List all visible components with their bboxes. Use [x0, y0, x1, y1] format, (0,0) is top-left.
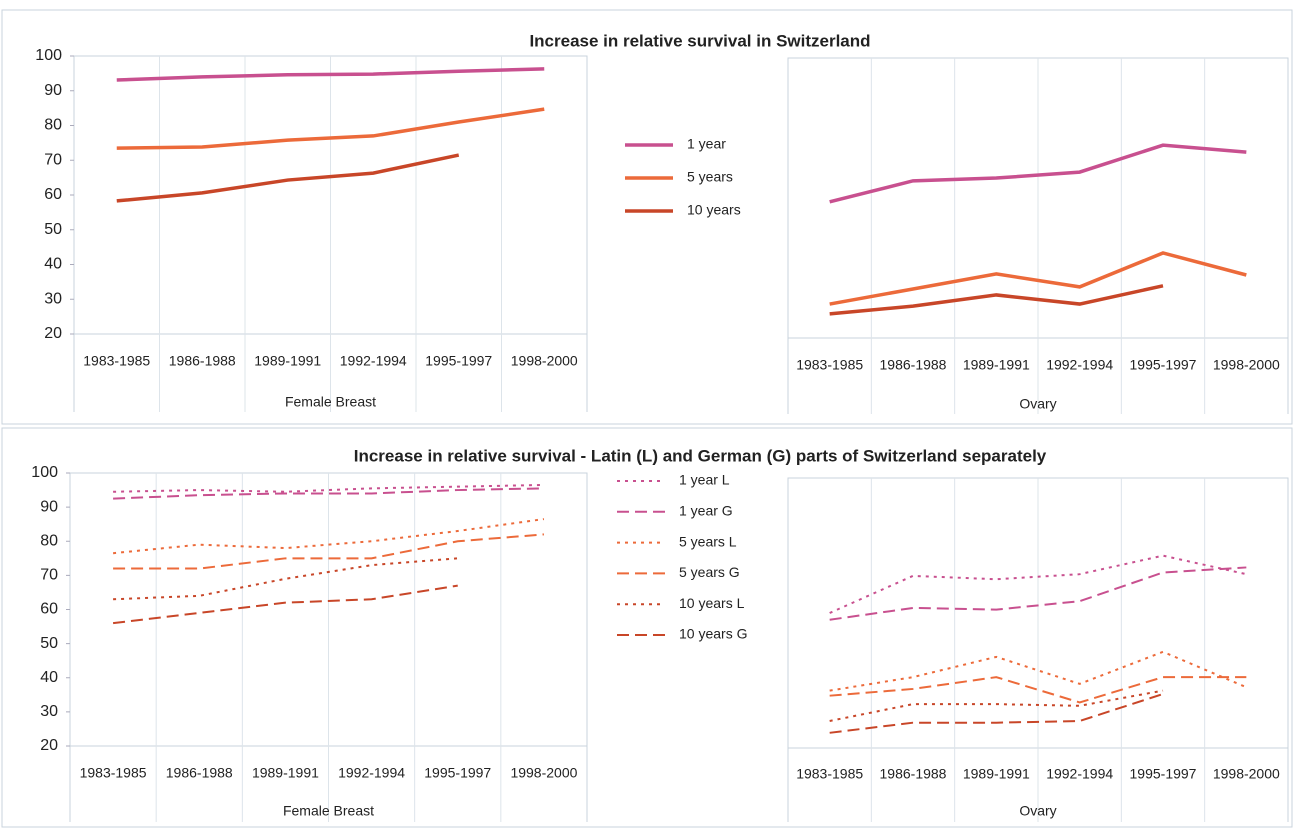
series-line: [112, 584, 458, 625]
x-tick-label: 1995-1997: [424, 765, 491, 781]
legend-label: 1 year L: [679, 472, 730, 488]
series-line: [829, 554, 1247, 614]
x-tick-label: 1983-1985: [796, 357, 863, 373]
x-tick-label: 1992-1994: [1046, 766, 1113, 782]
x-tick-label: 1992-1994: [1046, 357, 1113, 373]
series-line: [829, 689, 1164, 722]
chart-title: Increase in relative survival - Latin (L…: [354, 446, 1047, 465]
x-tick-label: 1986-1988: [880, 766, 947, 782]
y-tick-label: 30: [40, 703, 58, 720]
legend-label: 5 years: [687, 169, 733, 185]
series-line: [113, 533, 544, 570]
y-tick-label: 20: [44, 325, 62, 342]
y-tick-label: 80: [40, 532, 58, 549]
series-line: [829, 650, 1247, 692]
series-line: [829, 251, 1247, 306]
x-tick-label: 1986-1988: [169, 353, 236, 369]
x-tick-label: 1995-1997: [1130, 766, 1197, 782]
y-tick-label: 100: [31, 464, 58, 481]
y-tick-label: 80: [44, 117, 62, 134]
x-tick-label: 1989-1991: [252, 765, 319, 781]
y-tick-label: 70: [40, 567, 58, 584]
y-tick-label: 60: [40, 601, 58, 618]
y-tick-label: 20: [40, 737, 58, 754]
x-tick-label: 1989-1991: [254, 353, 321, 369]
y-tick-label: 90: [44, 82, 62, 99]
legend-label: 10 years G: [679, 626, 747, 642]
legend-label: 10 years L: [679, 595, 745, 611]
x-tick-label: 1992-1994: [340, 353, 407, 369]
y-tick-label: 90: [40, 498, 58, 515]
series-line: [116, 107, 545, 150]
x-tick-label: 1989-1991: [963, 766, 1030, 782]
x-axis-label: Ovary: [1019, 803, 1056, 819]
legend-label: 5 years L: [679, 533, 737, 549]
x-tick-label: 1983-1985: [80, 765, 147, 781]
chart-title: Increase in relative survival in Switzer…: [529, 31, 870, 50]
x-tick-label: 1983-1985: [796, 766, 863, 782]
series-line: [829, 284, 1164, 316]
x-tick-label: 1995-1997: [1130, 357, 1197, 373]
series-line: [116, 153, 460, 203]
panel-frame: [1, 427, 1293, 828]
x-tick-label: 1998-2000: [1213, 357, 1280, 373]
y-tick-label: 40: [40, 669, 58, 686]
x-tick-label: 1986-1988: [166, 765, 233, 781]
y-tick-label: 60: [44, 186, 62, 203]
series-line: [116, 67, 545, 82]
legend-label: 1 year G: [679, 503, 733, 519]
panel-frame: [1, 9, 1293, 425]
series-line: [829, 143, 1247, 204]
x-tick-label: 1983-1985: [83, 353, 150, 369]
x-axis-label: Ovary: [1019, 396, 1056, 412]
legend-label: 1 year: [687, 136, 726, 152]
series-line: [113, 557, 458, 601]
y-tick-label: 100: [35, 47, 62, 64]
x-tick-label: 1986-1988: [880, 357, 947, 373]
x-tick-label: 1998-2000: [510, 765, 577, 781]
y-tick-label: 50: [40, 635, 58, 652]
legend-label: 10 years: [687, 202, 741, 218]
series-line: [829, 693, 1164, 734]
x-tick-label: 1998-2000: [1213, 766, 1280, 782]
series-line: [829, 566, 1247, 621]
x-tick-label: 1998-2000: [511, 353, 578, 369]
y-tick-label: 50: [44, 221, 62, 238]
y-tick-label: 30: [44, 290, 62, 307]
x-axis-label: Female Breast: [283, 803, 374, 819]
y-tick-label: 40: [44, 256, 62, 273]
x-tick-label: 1992-1994: [338, 765, 405, 781]
y-tick-label: 70: [44, 151, 62, 168]
x-tick-label: 1995-1997: [425, 353, 492, 369]
series-line: [112, 518, 545, 555]
legend-label: 5 years G: [679, 564, 740, 580]
x-axis-label: Female Breast: [285, 394, 376, 410]
x-tick-label: 1989-1991: [963, 357, 1030, 373]
